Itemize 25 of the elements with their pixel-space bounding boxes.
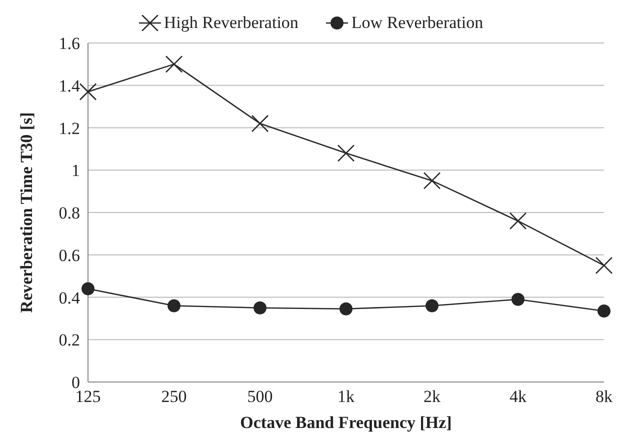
point <box>512 292 524 306</box>
point <box>426 299 438 312</box>
x-tick-label: 2k <box>424 387 441 406</box>
legend-label: Low Reverberation <box>351 13 484 33</box>
legend-label: High Reverberation <box>164 13 298 33</box>
point <box>598 304 610 318</box>
y-tick-label: 0.4 <box>58 288 80 308</box>
point <box>82 282 94 296</box>
point <box>168 299 180 312</box>
y-tick-label: 0.8 <box>58 204 80 223</box>
x-tick-label: 8k <box>596 387 613 406</box>
x-tick-label: 500 <box>247 387 273 406</box>
point <box>254 301 266 314</box>
x-tick-label: 1k <box>338 387 355 406</box>
y-axis-title: Reverberation Time T30 [s] <box>17 112 36 313</box>
y-tick-label: 1.6 <box>58 34 80 54</box>
x-axis-title: Octave Band Frequency [Hz] <box>240 413 452 432</box>
y-tick-label: 1 <box>72 161 80 180</box>
y-tick-label: 0.2 <box>58 330 80 350</box>
point <box>340 302 352 316</box>
x-tick-label: 250 <box>161 387 187 406</box>
y-tick-label: 1.4 <box>58 76 80 96</box>
y-tick-label: 0.6 <box>58 246 80 265</box>
x-tick-label: 4k <box>510 387 527 406</box>
y-tick-label: 1.2 <box>58 118 80 138</box>
